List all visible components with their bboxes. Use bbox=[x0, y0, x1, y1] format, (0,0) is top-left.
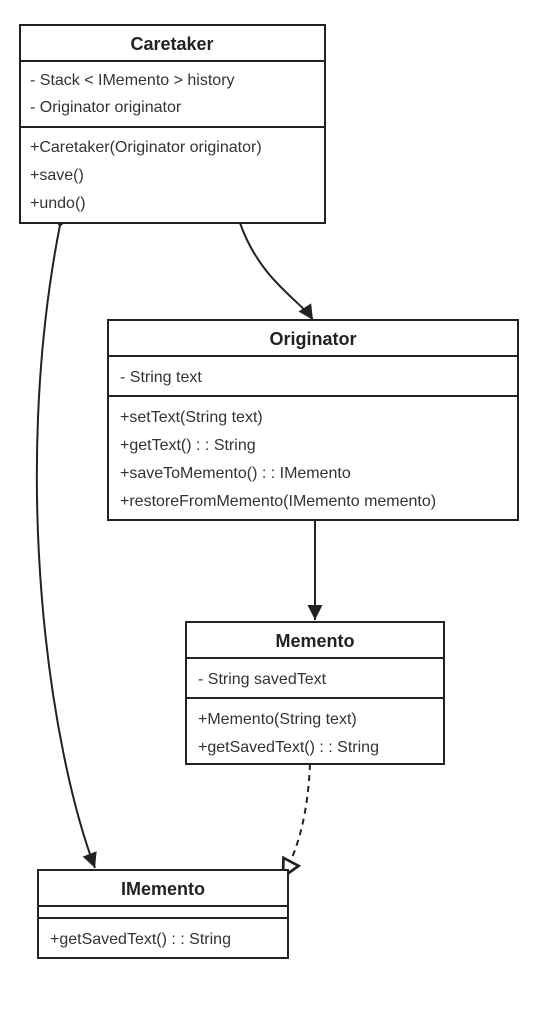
class-title: IMemento bbox=[121, 879, 205, 899]
method: +Memento(String text) bbox=[198, 711, 357, 728]
edge-caretaker-imemento bbox=[37, 225, 95, 868]
method: +getSavedText() : : String bbox=[50, 931, 231, 948]
method: +Caretaker(Originator originator) bbox=[30, 139, 262, 156]
uml-diagram: Caretaker - Stack < IMemento > history -… bbox=[0, 0, 555, 1024]
edge-memento-imemento bbox=[283, 764, 310, 877]
attr: - Stack < IMemento > history bbox=[30, 72, 235, 89]
method: +undo() bbox=[30, 195, 86, 212]
method: +setText(String text) bbox=[120, 409, 263, 426]
method: +restoreFromMemento(IMemento memento) bbox=[120, 493, 436, 510]
edge-caretaker-originator bbox=[240, 223, 313, 320]
class-title: Memento bbox=[275, 631, 354, 651]
attr: - String text bbox=[120, 369, 202, 386]
method: +save() bbox=[30, 167, 84, 184]
class-caretaker: Caretaker - Stack < IMemento > history -… bbox=[20, 25, 325, 223]
attr: - String savedText bbox=[198, 671, 327, 688]
method: +getSavedText() : : String bbox=[198, 739, 379, 756]
class-memento: Memento - String savedText +Memento(Stri… bbox=[186, 622, 444, 764]
class-originator: Originator - String text +setText(String… bbox=[108, 320, 518, 520]
class-title: Originator bbox=[269, 329, 356, 349]
class-title: Caretaker bbox=[130, 34, 213, 54]
attr: - Originator originator bbox=[30, 99, 182, 116]
class-imemento: IMemento +getSavedText() : : String bbox=[38, 870, 288, 958]
method: +getText() : : String bbox=[120, 437, 256, 454]
method: +saveToMemento() : : IMemento bbox=[120, 465, 351, 482]
